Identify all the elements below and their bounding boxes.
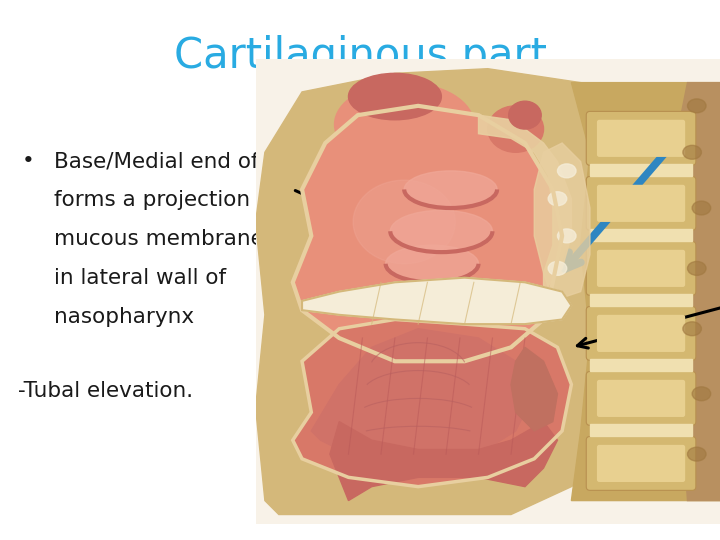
- Text: mucous membrane: mucous membrane: [54, 229, 264, 249]
- Ellipse shape: [688, 99, 706, 113]
- FancyBboxPatch shape: [586, 307, 696, 360]
- FancyBboxPatch shape: [586, 177, 696, 230]
- Text: Cartilaginous part: Cartilaginous part: [174, 35, 546, 77]
- Bar: [590, 164, 692, 176]
- Bar: [590, 424, 692, 436]
- Polygon shape: [479, 115, 572, 292]
- Polygon shape: [572, 83, 720, 501]
- Text: •: •: [22, 151, 35, 171]
- Polygon shape: [534, 143, 590, 301]
- Polygon shape: [256, 59, 720, 524]
- Ellipse shape: [557, 229, 576, 243]
- Ellipse shape: [548, 261, 567, 275]
- Ellipse shape: [488, 106, 544, 152]
- Polygon shape: [293, 106, 562, 361]
- Polygon shape: [302, 278, 572, 324]
- FancyBboxPatch shape: [597, 445, 685, 482]
- Ellipse shape: [557, 164, 576, 178]
- Ellipse shape: [692, 387, 711, 401]
- FancyBboxPatch shape: [597, 250, 685, 287]
- Polygon shape: [330, 422, 557, 501]
- FancyBboxPatch shape: [597, 120, 685, 157]
- Polygon shape: [256, 69, 650, 515]
- Text: in lateral wall of: in lateral wall of: [54, 268, 226, 288]
- Bar: [590, 229, 692, 240]
- FancyBboxPatch shape: [586, 436, 696, 490]
- Bar: [590, 294, 692, 306]
- Polygon shape: [311, 329, 534, 468]
- Ellipse shape: [509, 101, 541, 129]
- Ellipse shape: [688, 447, 706, 461]
- Text: -Tubal elevation.: -Tubal elevation.: [18, 381, 193, 401]
- FancyBboxPatch shape: [586, 241, 696, 295]
- Ellipse shape: [386, 245, 479, 282]
- Ellipse shape: [390, 210, 492, 252]
- Ellipse shape: [353, 180, 455, 264]
- Polygon shape: [511, 347, 557, 431]
- Ellipse shape: [683, 322, 701, 336]
- Polygon shape: [674, 83, 720, 501]
- FancyBboxPatch shape: [597, 315, 685, 352]
- Ellipse shape: [348, 73, 441, 120]
- FancyBboxPatch shape: [597, 185, 685, 222]
- FancyBboxPatch shape: [597, 380, 685, 417]
- Ellipse shape: [404, 171, 497, 208]
- Text: forms a projection of: forms a projection of: [54, 190, 278, 210]
- Bar: [590, 359, 692, 370]
- Ellipse shape: [335, 83, 474, 166]
- Ellipse shape: [688, 261, 706, 275]
- Ellipse shape: [692, 201, 711, 215]
- Ellipse shape: [548, 192, 567, 206]
- Polygon shape: [293, 320, 572, 487]
- FancyBboxPatch shape: [586, 111, 696, 165]
- Text: nasopharynx: nasopharynx: [54, 307, 194, 327]
- Text: Base/Medial end of tube: Base/Medial end of tube: [54, 151, 315, 171]
- Ellipse shape: [683, 145, 701, 159]
- FancyBboxPatch shape: [586, 372, 696, 426]
